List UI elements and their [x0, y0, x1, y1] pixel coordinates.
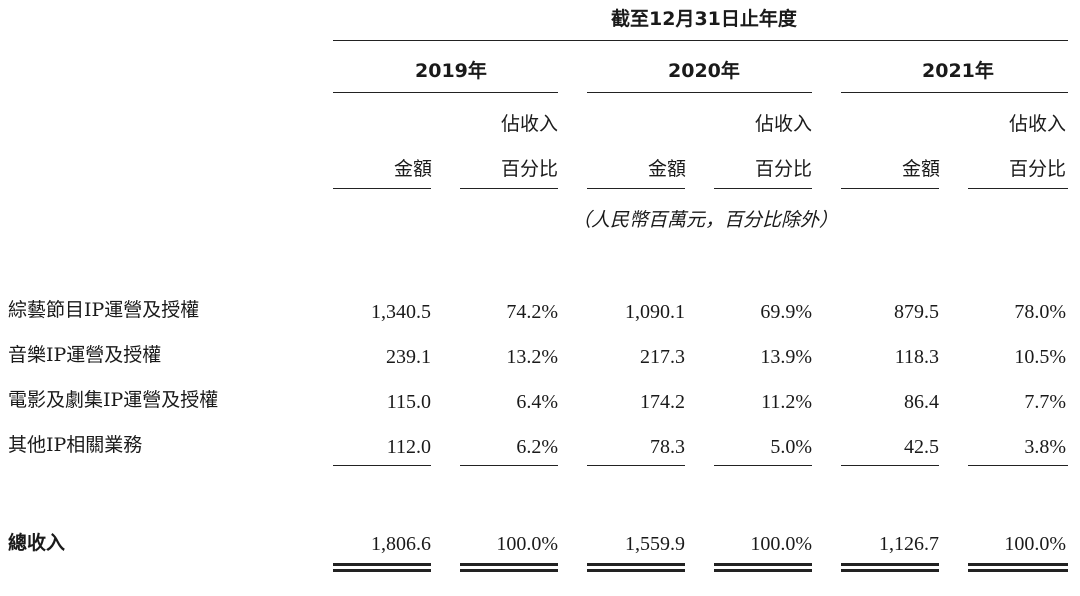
- column-rule: [841, 188, 939, 189]
- pct-header-line1: 佔收入: [1009, 113, 1067, 135]
- subtotal-rule: [714, 465, 812, 466]
- subtotal-rule: [587, 465, 685, 466]
- cell-pct-2019: 6.2%: [516, 436, 558, 458]
- cell-amount-2019: 239.1: [386, 346, 431, 368]
- total-double-rule: [714, 569, 812, 572]
- cell-amount-2020: 1,090.1: [625, 301, 685, 323]
- cell-amount-2020: 217.3: [640, 346, 685, 368]
- cell-pct-2021: 10.5%: [1014, 346, 1066, 368]
- total-pct-2019: 100.0%: [496, 533, 558, 555]
- column-rule: [333, 188, 431, 189]
- year-header-2020: 2020年: [668, 60, 740, 82]
- cell-amount-2021: 879.5: [894, 301, 939, 323]
- cell-pct-2020: 5.0%: [770, 436, 812, 458]
- amount-header: 金額: [648, 158, 687, 180]
- total-double-rule: [968, 569, 1068, 572]
- total-double-rule: [333, 563, 431, 566]
- cell-amount-2019: 112.0: [386, 436, 431, 458]
- cell-pct-2019: 74.2%: [506, 301, 558, 323]
- cell-amount-2019: 115.0: [386, 391, 431, 413]
- column-rule: [460, 188, 558, 189]
- total-pct-2021: 100.0%: [1004, 533, 1066, 555]
- total-double-rule: [587, 563, 685, 566]
- column-rule: [587, 188, 685, 189]
- total-pct-2020: 100.0%: [750, 533, 812, 555]
- column-rule: [968, 188, 1068, 189]
- total-double-rule: [333, 569, 431, 572]
- amount-header: 金額: [902, 158, 941, 180]
- year-header-2021: 2021年: [922, 60, 994, 82]
- amount-header: 金額: [394, 158, 433, 180]
- cell-amount-2021: 118.3: [894, 346, 939, 368]
- total-double-rule: [841, 569, 939, 572]
- pct-header-line2: 百分比: [1009, 158, 1067, 180]
- row-label: 其他IP相關業務: [8, 434, 143, 456]
- total-amount-2020: 1,559.9: [625, 533, 685, 555]
- cell-amount-2020: 174.2: [640, 391, 685, 413]
- cell-pct-2021: 7.7%: [1024, 391, 1066, 413]
- total-double-rule: [841, 563, 939, 566]
- column-rule: [714, 188, 812, 189]
- total-double-rule: [587, 569, 685, 572]
- cell-pct-2021: 78.0%: [1014, 301, 1066, 323]
- total-double-rule: [714, 563, 812, 566]
- period-rule: [333, 40, 1068, 41]
- cell-pct-2020: 69.9%: [760, 301, 812, 323]
- cell-pct-2019: 13.2%: [506, 346, 558, 368]
- year-header-2019: 2019年: [415, 60, 487, 82]
- row-label: 電影及劇集IP運營及授權: [8, 389, 219, 411]
- total-amount-2021: 1,126.7: [879, 533, 939, 555]
- row-label: 綜藝節目IP運營及授權: [8, 299, 200, 321]
- cell-pct-2020: 11.2%: [761, 391, 812, 413]
- total-double-rule: [460, 569, 558, 572]
- pct-header-line1: 佔收入: [755, 113, 813, 135]
- subtotal-rule: [333, 465, 431, 466]
- subtotal-rule: [460, 465, 558, 466]
- year-rule-2019: [333, 92, 558, 93]
- pct-header-line2: 百分比: [755, 158, 813, 180]
- year-rule-2020: [587, 92, 812, 93]
- subtotal-rule: [841, 465, 939, 466]
- unit-note: （人民幣百萬元，百分比除外）: [572, 209, 839, 231]
- total-label: 總收入: [8, 532, 66, 554]
- cell-pct-2019: 6.4%: [516, 391, 558, 413]
- cell-amount-2021: 42.5: [904, 436, 939, 458]
- year-rule-2021: [841, 92, 1068, 93]
- total-amount-2019: 1,806.6: [371, 533, 431, 555]
- total-double-rule: [460, 563, 558, 566]
- total-double-rule: [968, 563, 1068, 566]
- cell-amount-2019: 1,340.5: [371, 301, 431, 323]
- cell-pct-2021: 3.8%: [1024, 436, 1066, 458]
- pct-header-line1: 佔收入: [501, 113, 559, 135]
- cell-amount-2021: 86.4: [904, 391, 939, 413]
- period-header: 截至12月31日止年度: [611, 8, 797, 30]
- subtotal-rule: [968, 465, 1068, 466]
- row-label: 音樂IP運營及授權: [8, 344, 162, 366]
- pct-header-line2: 百分比: [501, 158, 559, 180]
- cell-amount-2020: 78.3: [650, 436, 685, 458]
- cell-pct-2020: 13.9%: [760, 346, 812, 368]
